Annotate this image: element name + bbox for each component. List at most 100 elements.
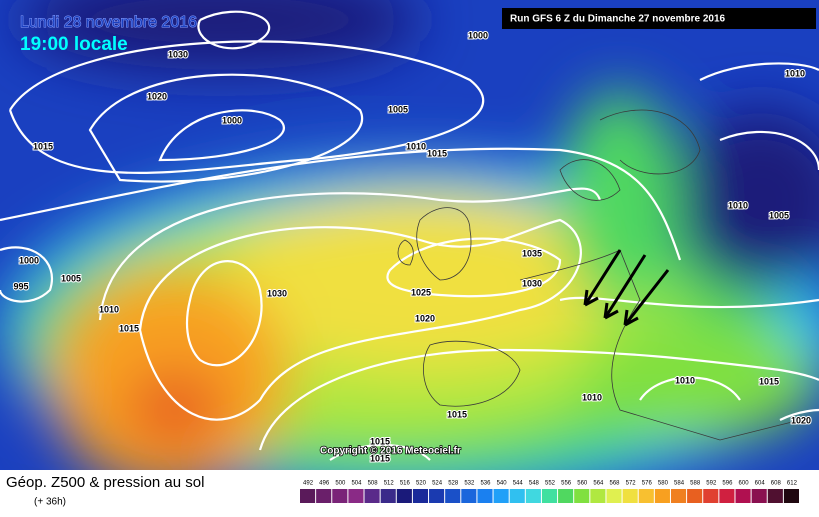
scale-swatch (751, 489, 767, 503)
scale-tick-label: 568 (610, 481, 621, 487)
time-label: 19:00 locale (20, 34, 128, 55)
isobar-label: 1010 (675, 375, 695, 385)
scale-swatch (380, 489, 396, 503)
scale-tick-label: 600 (739, 481, 750, 487)
run-box (502, 8, 816, 29)
scale-tick-label: 544 (513, 481, 524, 487)
isobar-label: 1030 (267, 288, 287, 298)
legend-title: Géop. Z500 & pression au sol (6, 474, 204, 491)
scale-swatch (348, 489, 364, 503)
scale-tick-label: 596 (722, 481, 733, 487)
scale-tick-label: 572 (626, 481, 637, 487)
scale-swatch (654, 489, 670, 503)
isobar-label: 1010 (728, 200, 748, 210)
scale-swatch (316, 489, 332, 503)
scale-swatch (574, 489, 590, 503)
scale-tick-label: 528 (448, 481, 459, 487)
scale-tick-label: 512 (384, 481, 395, 487)
isobar-label: 1030 (168, 49, 188, 59)
scale-tick-label: 576 (642, 481, 653, 487)
isobar-label: 1025 (411, 287, 431, 297)
scale-swatch (703, 489, 719, 503)
scale-swatch (412, 489, 429, 503)
isobar-label: 1015 (33, 141, 53, 151)
scale-swatch (670, 489, 687, 503)
scale-swatch (332, 489, 348, 503)
scale-tick-label: 592 (706, 481, 717, 487)
copyright: Copyright © 2016 Meteociel.fr (320, 446, 461, 457)
isobar-label: 1015 (370, 453, 390, 463)
scale-tick-label: 524 (432, 481, 443, 487)
scale-tick-label: 520 (416, 481, 427, 487)
scale-tick-label: 580 (658, 481, 669, 487)
isobar-label: 1020 (791, 415, 811, 425)
scale-tick-label: 504 (351, 481, 362, 487)
isobar-label: 1015 (427, 148, 447, 158)
scale-tick-label: 540 (497, 481, 508, 487)
isobar-lines (0, 10, 819, 461)
scale-swatch (687, 489, 703, 503)
run-label: Run GFS 6 Z du Dimanche 27 novembre 2016 (510, 14, 726, 25)
scale-tick-label: 508 (368, 481, 379, 487)
isobar-label: 1015 (119, 323, 139, 333)
scale-swatch (429, 489, 445, 503)
scale-swatch (364, 489, 380, 503)
isobar-label: 1035 (522, 248, 542, 258)
isobar-label: 1000 (19, 255, 39, 265)
scale-tick-label: 536 (480, 481, 491, 487)
scale-tick-label: 496 (319, 481, 330, 487)
scale-tick-label: 604 (755, 481, 766, 487)
date-label: Lundi 28 novembre 2016 (20, 14, 197, 31)
scale-swatch (606, 489, 622, 503)
isobar-label: 1010 (785, 68, 805, 78)
scale-swatch (783, 489, 799, 503)
isobar-label: 1010 (99, 304, 119, 314)
isobar-label: 1015 (447, 409, 467, 419)
scale-tick-label: 584 (674, 481, 685, 487)
isobar-label: 1000 (468, 30, 488, 40)
isobar-label: 1015 (370, 436, 390, 446)
isobar-label: 1020 (147, 91, 167, 101)
legend-subtitle: (+ 36h) (34, 497, 66, 508)
scale-tick-label: 552 (545, 481, 556, 487)
scale-swatch (396, 489, 412, 503)
scale-tick-label: 612 (787, 481, 798, 487)
scale-swatch (622, 489, 638, 503)
scale-tick-label: 492 (303, 481, 314, 487)
isobar-label: 1005 (61, 273, 81, 283)
scale-swatch (525, 489, 541, 503)
scale-swatch (558, 489, 574, 503)
isobar-label: 1005 (769, 210, 789, 220)
isobar-label: 1010 (582, 392, 602, 402)
scale-tick-label: 532 (464, 481, 475, 487)
scale-tick-label: 608 (771, 481, 782, 487)
scale-swatch (719, 489, 735, 503)
isobar-label: 1000 (222, 115, 242, 125)
scale-swatch (493, 489, 509, 503)
scale-swatch (735, 489, 751, 503)
scale-swatch (638, 489, 654, 503)
scale-tick-label: 560 (577, 481, 588, 487)
isobar-label: 995 (13, 281, 28, 291)
scale-swatch (541, 489, 558, 503)
isobar-label: 1030 (522, 278, 542, 288)
scale-swatch (300, 489, 316, 503)
isobar-label: 1020 (415, 313, 435, 323)
isobar-label: 1015 (759, 376, 779, 386)
isobar-labels: 1030100010201000100510101015101510101010… (12, 29, 812, 464)
scale-tick-label: 556 (561, 481, 572, 487)
scale-tick-label: 588 (690, 481, 701, 487)
color-scale: 492 496 500 504 508 512 516 520 524 528 532 536 540 5… (300, 481, 799, 503)
scale-tick-label: 516 (400, 481, 411, 487)
wind-arrows (583, 249, 670, 327)
scale-tick-label: 500 (335, 481, 346, 487)
isobar-label: 1005 (388, 104, 408, 114)
coastlines (397, 109, 801, 441)
scale-swatch (767, 489, 783, 503)
scale-swatch (477, 489, 493, 503)
scale-swatch (445, 489, 461, 503)
geopotential-field (0, 0, 819, 470)
scale-tick-label: 564 (593, 481, 604, 487)
